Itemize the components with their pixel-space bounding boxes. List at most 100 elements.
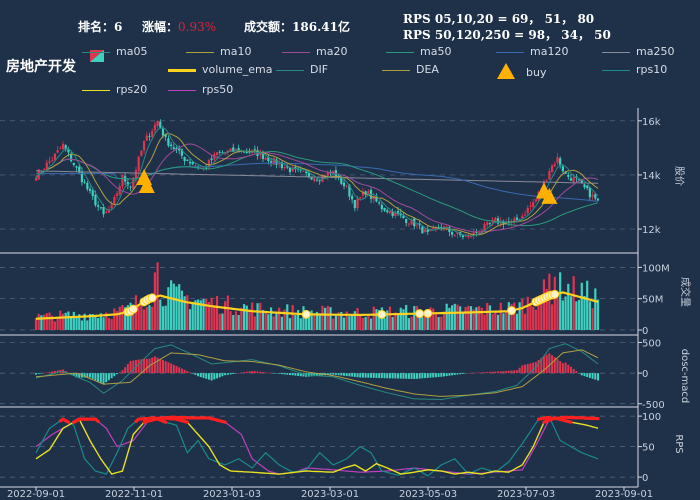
macd-bar <box>175 366 178 374</box>
candle <box>467 235 470 238</box>
volume-bar <box>372 306 375 330</box>
macd-bar <box>388 373 391 379</box>
volume-bar <box>229 311 232 330</box>
macd-bar <box>380 373 383 379</box>
legend-label: rps50 <box>202 83 234 96</box>
candle <box>291 167 294 172</box>
volume-bar <box>450 305 454 330</box>
volume-bar <box>40 315 43 330</box>
rps-high-segment <box>64 419 71 424</box>
candle <box>142 140 146 151</box>
volume-bar <box>445 303 448 330</box>
macd-bar <box>494 371 497 374</box>
macd-bar <box>505 370 508 374</box>
volume-bar <box>442 311 446 330</box>
macd-bar <box>459 373 462 375</box>
candle <box>359 196 362 198</box>
volume-bar <box>324 307 327 330</box>
macd-bar <box>399 373 402 379</box>
macd-bar <box>132 360 135 374</box>
macd-bar <box>53 370 56 374</box>
macd-bar <box>440 373 443 377</box>
macd-bar <box>129 360 132 374</box>
volume-bar <box>299 318 302 330</box>
macd-bar <box>286 373 289 375</box>
macd-bar <box>340 373 343 376</box>
candle <box>205 167 208 169</box>
volume-bar <box>267 314 270 330</box>
candle <box>94 194 97 206</box>
volume-bar <box>80 320 84 330</box>
x-tick-label: 2023-03-01 <box>301 489 359 500</box>
volume-bar <box>186 295 189 330</box>
candle <box>532 202 535 208</box>
macd-bar <box>572 368 575 374</box>
macd-bar <box>189 372 192 374</box>
volume-bar <box>178 284 181 330</box>
volume-bar <box>513 302 516 330</box>
macd-bar <box>226 373 229 375</box>
legend-swatch <box>168 89 196 91</box>
macd-bar <box>497 371 500 374</box>
volume-bar <box>167 287 170 330</box>
candle <box>515 217 519 220</box>
macd-bar <box>391 373 394 379</box>
volume-bar <box>583 296 586 330</box>
volume-marker <box>147 293 157 303</box>
macd-bar <box>456 373 459 375</box>
volume-bar <box>199 300 202 330</box>
turnover: 成交额：186.41亿 <box>244 20 350 34</box>
volume-bar <box>580 282 583 330</box>
macd-bar <box>178 367 181 374</box>
legend-label: ma120 <box>530 45 569 58</box>
volume-bar <box>364 317 367 330</box>
macd-bar <box>367 373 370 378</box>
candle <box>43 168 46 170</box>
rps-tick-label: 100 <box>642 412 661 423</box>
candle <box>580 180 583 183</box>
volume-bar <box>75 316 78 330</box>
macd-bar <box>243 372 246 374</box>
macd-bar <box>207 373 210 380</box>
volume-bar <box>515 313 519 330</box>
volume-bar <box>532 306 535 330</box>
candle <box>188 161 192 164</box>
macd-bar <box>205 373 208 379</box>
volume-bar <box>278 307 281 330</box>
volume-bar <box>70 316 73 330</box>
legend-swatch <box>602 69 630 71</box>
candle <box>194 165 197 167</box>
candle <box>56 150 59 153</box>
candle <box>567 174 570 177</box>
candle <box>534 199 537 202</box>
candle <box>45 162 48 170</box>
volume-bar <box>48 312 51 330</box>
candle <box>148 136 151 137</box>
macd-bar <box>375 373 378 378</box>
volume-bar <box>188 309 192 330</box>
candle <box>167 138 170 146</box>
volume-bar <box>175 286 178 330</box>
volume-bar <box>361 317 365 330</box>
candle <box>518 219 521 221</box>
volume-bar <box>264 311 267 330</box>
candle <box>67 148 70 153</box>
volume-bar <box>64 312 67 330</box>
volume-bar <box>391 317 394 330</box>
macd-bar <box>580 373 583 376</box>
candle <box>310 177 313 180</box>
volume-bar <box>550 304 554 330</box>
candle <box>161 128 165 136</box>
macd-bar <box>478 372 481 374</box>
volume-bar <box>253 316 256 330</box>
candle <box>75 166 78 168</box>
legend-item-ma20: ma20 <box>282 45 347 58</box>
macd-bar <box>199 373 202 378</box>
macd-bar <box>126 364 129 374</box>
volume-bar <box>472 309 475 330</box>
macd-bar <box>213 373 216 380</box>
volume-bar <box>102 317 105 330</box>
candle <box>218 151 221 153</box>
volume-bar <box>351 314 354 330</box>
macd-bar <box>35 373 37 375</box>
